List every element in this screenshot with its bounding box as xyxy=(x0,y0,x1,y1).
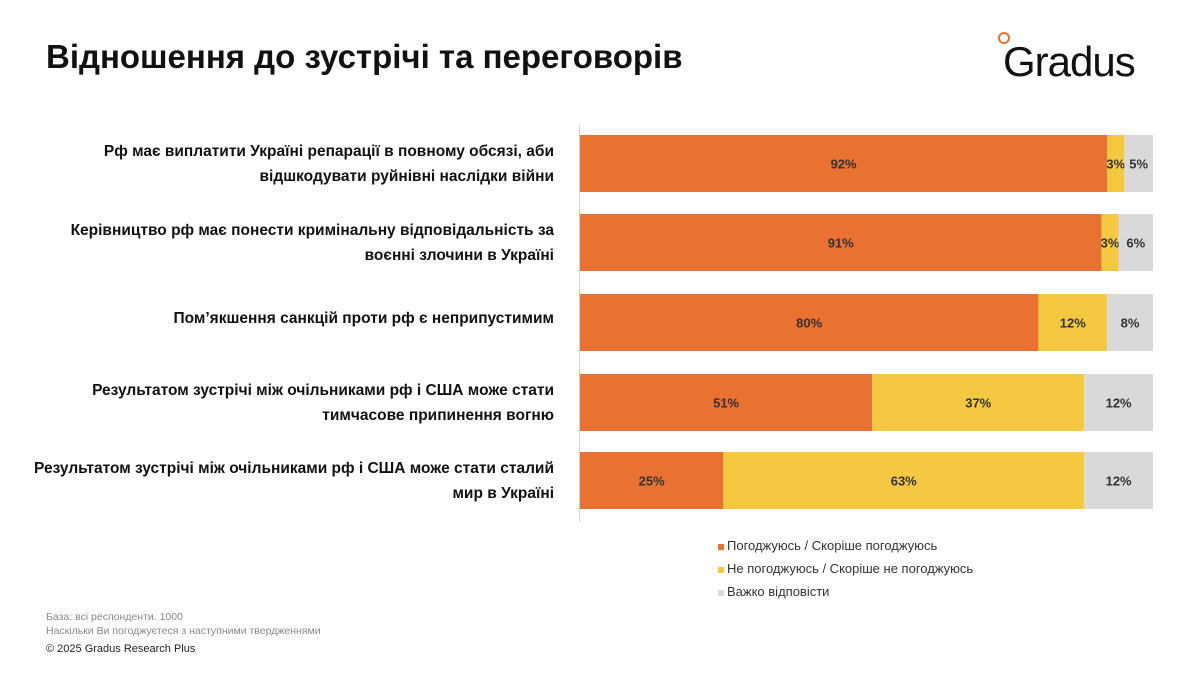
bar-segment xyxy=(580,214,1102,271)
legend-label: Не погоджуюсь / Скоріше не погоджуюсь xyxy=(727,561,974,576)
copyright: © 2025 Gradus Research Plus xyxy=(46,643,196,655)
data-label: 63% xyxy=(891,474,917,489)
bar-segment xyxy=(580,374,873,431)
category-label: Рф має виплатити Україні репарації в пов… xyxy=(103,142,554,185)
data-label: 3% xyxy=(1106,157,1125,172)
category-label: Результатом зустрічі між очільниками рф … xyxy=(34,459,554,502)
bar-segment xyxy=(1101,214,1119,271)
base-note: База: всі респонденти. 1000 xyxy=(46,611,183,623)
data-label: 5% xyxy=(1129,157,1148,172)
data-label: 91% xyxy=(828,236,854,251)
legend-label: Погоджуюсь / Скоріше погоджуюсь xyxy=(727,538,938,553)
data-label: 12% xyxy=(1106,396,1132,411)
bar-segment xyxy=(1038,294,1108,351)
bar-segment xyxy=(1118,214,1153,271)
data-label: 12% xyxy=(1106,474,1132,489)
legend-item: Важко відповісти xyxy=(718,584,829,599)
legend-label: Важко відповісти xyxy=(727,584,830,599)
category-label: Пом’якшення санкцій проти рф є неприпуст… xyxy=(173,309,555,327)
bar-segment xyxy=(1084,452,1153,509)
bar-segment xyxy=(723,452,1085,509)
bar-segment xyxy=(580,294,1039,351)
legend-swatch xyxy=(718,543,724,550)
logo-dot-icon xyxy=(998,32,1010,44)
legend-item: Погоджуюсь / Скоріше погоджуюсь xyxy=(718,538,937,553)
gradus-logo: Gradus xyxy=(1003,38,1136,85)
legend-item: Не погоджуюсь / Скоріше не погоджуюсь xyxy=(718,561,973,576)
legend-swatch xyxy=(718,566,724,573)
data-label: 6% xyxy=(1126,236,1145,251)
bar-segment xyxy=(1124,135,1153,192)
legend-swatch xyxy=(718,589,724,596)
data-label: 92% xyxy=(831,157,857,172)
question-note: Наскільки Ви погоджуєтеся з наступними т… xyxy=(46,625,321,637)
bar-segment xyxy=(580,135,1108,192)
data-label: 3% xyxy=(1101,236,1120,251)
category-label: Результатом зустрічі між очільниками рф … xyxy=(92,381,554,424)
data-label: 12% xyxy=(1060,316,1086,331)
data-label: 51% xyxy=(713,396,739,411)
category-label: Керівництво рф має понести кримінальну в… xyxy=(70,221,554,264)
bar-segment xyxy=(1107,294,1153,351)
bar-segment xyxy=(872,374,1085,431)
data-label: 8% xyxy=(1121,316,1140,331)
data-label: 25% xyxy=(639,474,665,489)
bar-segment xyxy=(580,452,724,509)
page-title: Відношення до зустрічі та переговорів xyxy=(46,38,683,75)
bar-segment xyxy=(1107,135,1125,192)
category-axis xyxy=(579,125,580,522)
data-label: 37% xyxy=(965,396,991,411)
data-label: 80% xyxy=(796,316,822,331)
bar-segment xyxy=(1084,374,1153,431)
